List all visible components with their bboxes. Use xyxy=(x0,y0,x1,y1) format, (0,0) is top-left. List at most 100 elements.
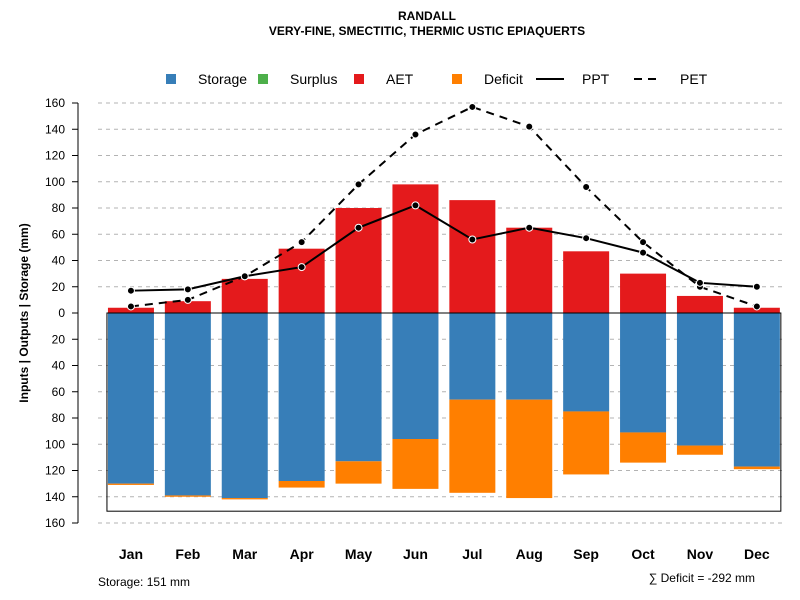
deficit-bar xyxy=(107,483,154,485)
legend: Storage Surplus AET Deficit PPT PET xyxy=(166,71,708,87)
y-tick-label: 160 xyxy=(45,516,65,530)
legend-swatch-surplus xyxy=(258,74,268,84)
series-lines xyxy=(126,102,761,311)
x-tick-label: Jun xyxy=(403,546,428,562)
pet-point xyxy=(126,302,135,311)
legend-label: Storage xyxy=(198,71,247,87)
storage-bar xyxy=(335,313,382,462)
y-tick-label: 80 xyxy=(52,411,66,425)
y-tick-label: 100 xyxy=(45,175,65,189)
x-axis: Jan Feb Mar Apr May Jun Jul Aug Sep Oct Nov Dec xyxy=(119,546,770,562)
storage-bar xyxy=(676,313,723,446)
x-tick-label: May xyxy=(345,546,372,562)
aet-bar xyxy=(164,301,211,313)
deficit-note: ∑ Deficit = -292 mm xyxy=(649,571,755,585)
y-tick-label: 40 xyxy=(52,359,66,373)
legend-label: Surplus xyxy=(290,71,337,87)
ppt-point xyxy=(411,201,420,210)
deficit-bar xyxy=(449,399,496,493)
ppt-point xyxy=(468,235,477,244)
chart-subtitle: VERY-FINE, SMECTITIC, THERMIC USTIC EPIA… xyxy=(269,24,585,38)
y-tick-label: 100 xyxy=(45,437,65,451)
storage-bar xyxy=(563,313,610,412)
storage-bar xyxy=(392,313,439,439)
storage-bar xyxy=(278,313,325,481)
x-tick-label: Oct xyxy=(631,546,655,562)
pet-point xyxy=(411,130,420,139)
y-tick-label: 20 xyxy=(52,332,66,346)
ppt-line xyxy=(130,204,757,292)
bars xyxy=(107,184,780,500)
x-tick-label: Mar xyxy=(232,546,257,562)
x-tick-label: Dec xyxy=(744,546,770,562)
gridlines xyxy=(98,102,782,524)
deficit-bar xyxy=(335,461,382,484)
deficit-bar xyxy=(676,445,723,455)
aet-bar xyxy=(449,200,496,313)
deficit-bar xyxy=(221,498,268,500)
x-tick-label: Aug xyxy=(516,546,543,562)
ppt-point xyxy=(183,285,192,294)
ppt-point xyxy=(752,282,761,291)
ppt-point xyxy=(695,278,704,287)
aet-bar xyxy=(676,295,723,313)
y-tick-label: 120 xyxy=(45,149,65,163)
y-tick-label: 0 xyxy=(58,306,65,320)
aet-bar xyxy=(506,227,553,313)
pet-point xyxy=(582,183,591,191)
storage-bar xyxy=(733,313,780,467)
aet-bar xyxy=(563,251,610,313)
x-tick-label: Nov xyxy=(687,546,714,562)
pet-point xyxy=(354,180,363,189)
legend-label: PET xyxy=(680,71,708,87)
y-tick-label: 60 xyxy=(52,385,66,399)
x-tick-label: Sep xyxy=(573,546,599,562)
y-tick-label: 60 xyxy=(52,227,66,241)
deficit-bar xyxy=(733,466,780,470)
storage-bar xyxy=(506,313,553,400)
deficit-bar xyxy=(620,432,667,463)
legend-label: AET xyxy=(386,71,414,87)
chart-title: RANDALL xyxy=(398,9,456,23)
pet-point xyxy=(525,122,534,131)
ppt-point xyxy=(639,248,648,257)
y-tick-label: 140 xyxy=(45,490,65,504)
pet-point xyxy=(183,295,192,304)
storage-bar xyxy=(620,313,667,433)
ppt-point xyxy=(354,223,363,232)
pet-point xyxy=(639,238,648,247)
legend-swatch-storage xyxy=(166,74,176,84)
y-tick-label: 40 xyxy=(52,254,66,268)
y-tick-label: 140 xyxy=(45,122,65,136)
deficit-bar xyxy=(506,399,553,499)
y-axis-label: Inputs | Outputs | Storage (mm) xyxy=(17,223,31,402)
deficit-bar xyxy=(278,481,325,488)
y-tick-label: 120 xyxy=(45,464,65,478)
legend-label: Deficit xyxy=(484,71,523,87)
y-tick-label: 20 xyxy=(52,280,66,294)
y-axis: 160 140 120 100 80 60 40 20 0 20 40 60 80 100 120 140 16… xyxy=(45,96,79,530)
ppt-point xyxy=(582,234,591,243)
y-tick-label: 80 xyxy=(52,201,66,215)
deficit-bar xyxy=(392,439,439,489)
ppt-point xyxy=(240,272,249,281)
pet-point xyxy=(752,302,761,311)
legend-swatch-deficit xyxy=(452,74,462,84)
storage-bar xyxy=(221,313,268,499)
pet-point xyxy=(297,238,306,247)
legend-label: PPT xyxy=(582,71,610,87)
ppt-point xyxy=(297,263,306,272)
deficit-bar xyxy=(563,411,610,475)
aet-bar xyxy=(221,278,268,313)
deficit-bar xyxy=(164,495,211,497)
x-tick-label: Jan xyxy=(119,546,143,562)
ppt-point xyxy=(525,223,534,232)
x-tick-label: Jul xyxy=(462,546,482,562)
storage-bar xyxy=(107,313,154,484)
storage-bar xyxy=(164,313,211,496)
legend-swatch-aet xyxy=(354,74,364,84)
storage-bar xyxy=(449,313,496,400)
pet-point xyxy=(468,102,477,111)
ppt-point xyxy=(126,286,135,295)
